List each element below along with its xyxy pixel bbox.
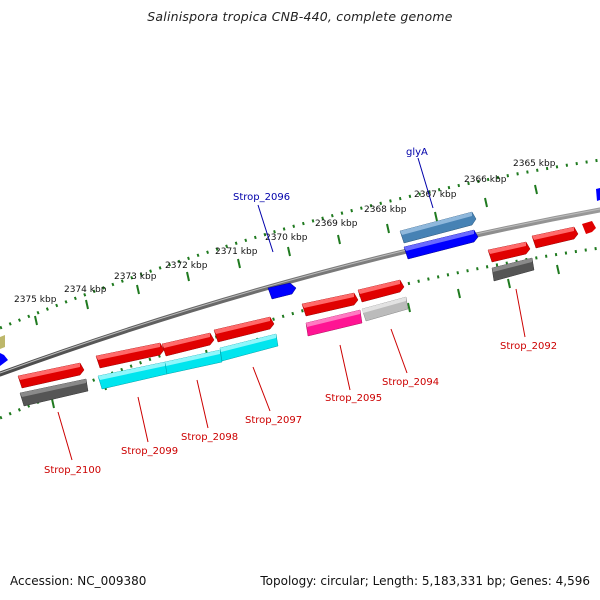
scale-label-6: 2369 kbp <box>315 219 358 229</box>
gene-feature <box>306 310 360 327</box>
gene-feature <box>488 242 526 254</box>
scale-label-0: 2375 kbp <box>14 295 57 305</box>
scale-label-8: 2367 kbp <box>414 190 457 200</box>
gene-feature <box>400 212 472 235</box>
scale-label-1: 2374 kbp <box>64 285 107 295</box>
gene-feature <box>492 258 532 272</box>
scale-label-7: 2368 kbp <box>364 205 407 215</box>
gene-feature <box>98 362 165 380</box>
gene-feature <box>302 293 354 308</box>
gene-label-glyA[interactable]: glyA <box>406 147 428 158</box>
chromosome-backbone-highlight <box>0 208 600 374</box>
gene-feature[interactable] <box>596 188 600 201</box>
gene-feature[interactable] <box>0 353 8 366</box>
map-title: Salinispora tropica CNB-440, complete ge… <box>147 9 453 24</box>
scale-ticks-outer <box>34 184 538 326</box>
gene-feature <box>165 350 220 366</box>
gene-Strop_2096[interactable] <box>267 282 297 300</box>
scale-label-4: 2371 kbp <box>215 247 258 257</box>
scale-label-9: 2366 kbp <box>464 175 507 185</box>
gene-label-Strop_2099[interactable]: Strop_2099 <box>121 446 178 457</box>
gene-feature <box>18 363 80 380</box>
gene-label-Strop_2100[interactable]: Strop_2100 <box>44 465 101 476</box>
scale-label-2: 2373 kbp <box>114 272 157 282</box>
scale-ticks-inner <box>51 264 560 409</box>
gene-feature <box>532 227 574 240</box>
gene-feature <box>162 333 210 348</box>
gene-label-Strop_2092[interactable]: Strop_2092 <box>500 341 557 352</box>
scale-label-10: 2365 kbp <box>513 159 556 169</box>
scale-track-outer <box>0 158 600 330</box>
gene-label-Strop_2097[interactable]: Strop_2097 <box>245 415 302 426</box>
scale-label-3: 2372 kbp <box>165 261 208 271</box>
gene-label-Strop_2098[interactable]: Strop_2098 <box>181 432 238 443</box>
gene-label-Strop_2095[interactable]: Strop_2095 <box>325 393 382 404</box>
gene-feature <box>96 343 160 360</box>
genome-summary-text: Topology: circular; Length: 5,183,331 bp… <box>260 574 590 588</box>
gene-feature <box>220 334 276 352</box>
gene-feature <box>214 317 270 334</box>
gene-feature <box>358 280 400 294</box>
scale-label-5: 2370 kbp <box>265 233 308 243</box>
gene-label-Strop_2094[interactable]: Strop_2094 <box>382 377 439 388</box>
gene-feature <box>362 297 406 313</box>
accession-text: Accession: NC_009380 <box>10 574 147 588</box>
scale-labels: 2375 kbp 2374 kbp 2373 kbp 2372 kbp 2371… <box>14 159 556 305</box>
gene-label-Strop_2096[interactable]: Strop_2096 <box>233 192 290 203</box>
gene-feature[interactable] <box>0 335 5 349</box>
gene-feature <box>20 379 86 397</box>
chromosome-backbone <box>0 207 600 377</box>
gene-feature <box>404 230 474 251</box>
gene-feature[interactable] <box>582 221 596 234</box>
label-connectors <box>57 157 526 461</box>
